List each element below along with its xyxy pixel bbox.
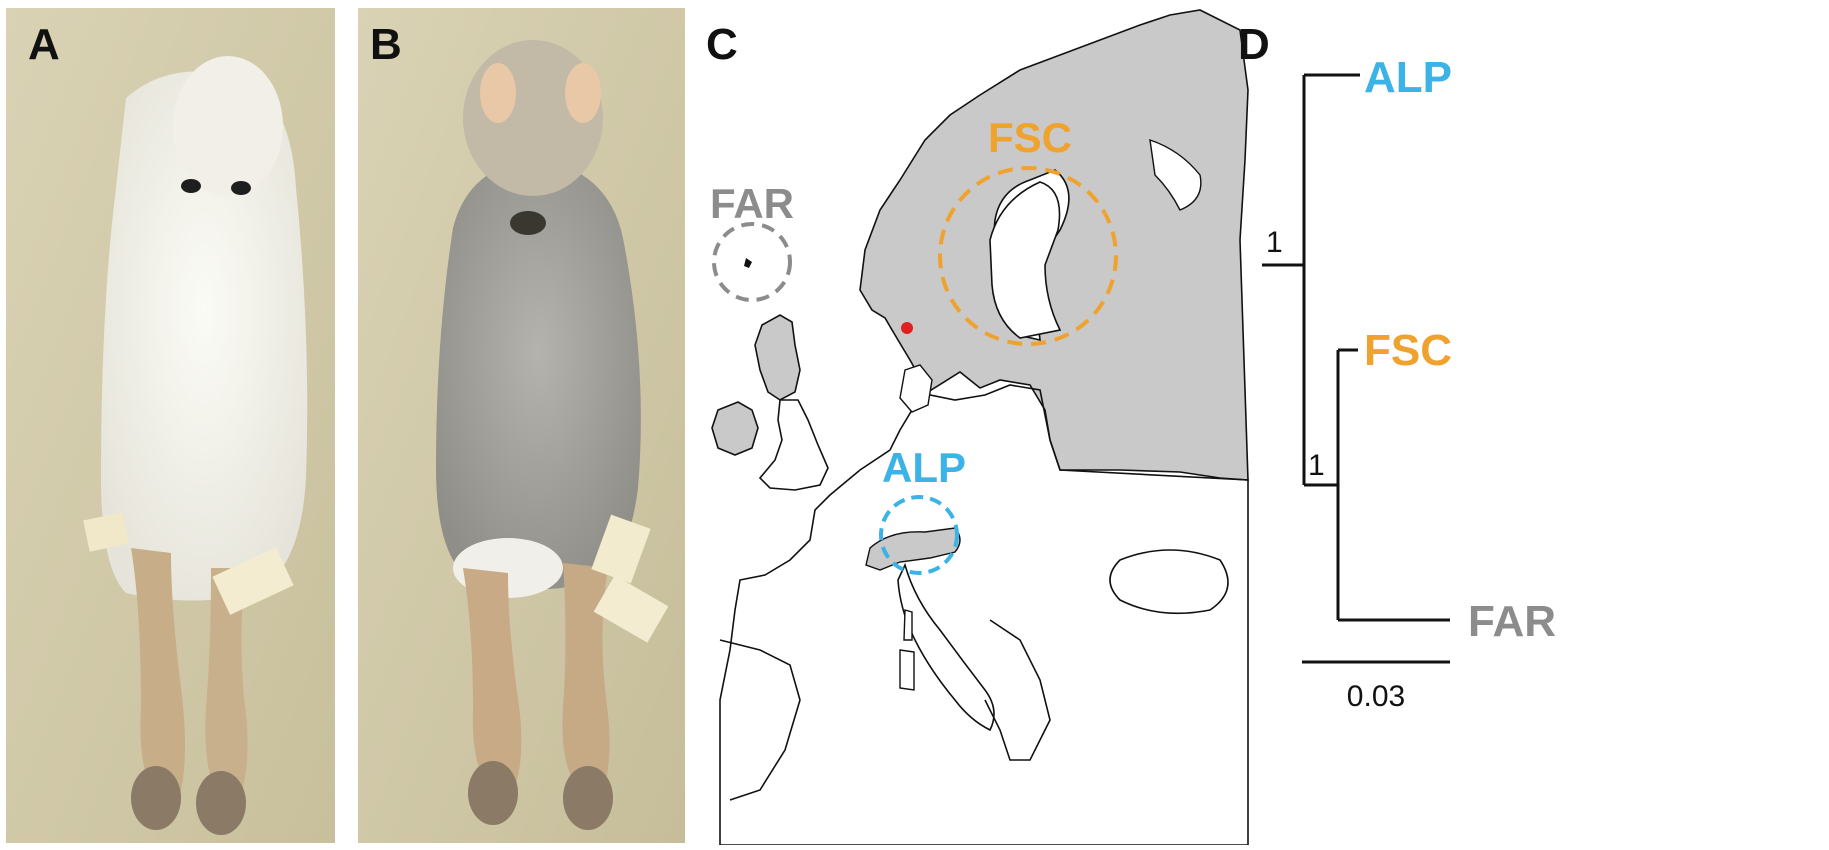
panel-letter-b: B bbox=[370, 20, 402, 69]
support-value-root: 1 bbox=[1266, 226, 1283, 259]
fsc-region-circle bbox=[938, 166, 1118, 346]
scotland-land bbox=[754, 314, 801, 401]
alp-region-circle bbox=[879, 495, 959, 575]
fsc-map-label: FSC bbox=[988, 114, 1072, 161]
far-region-circle bbox=[712, 222, 792, 302]
panel-a-photo bbox=[6, 8, 335, 843]
tree-label-fsc: FSC bbox=[1364, 326, 1452, 375]
sample-site-dot bbox=[901, 322, 913, 334]
grey-hare-specimen-image bbox=[358, 8, 685, 843]
tree-label-alp: ALP bbox=[1364, 53, 1452, 102]
phylogenetic-tree: ALP FSC FAR 1 1 0.03 bbox=[1258, 53, 1556, 713]
tree-label-far: FAR bbox=[1468, 597, 1556, 646]
panel-letter-c: C bbox=[706, 20, 738, 69]
support-value-inner: 1 bbox=[1308, 449, 1325, 482]
alp-map-label: ALP bbox=[882, 444, 966, 491]
panel-letter-d: D bbox=[1238, 20, 1270, 69]
panel-c-map: FAR FSC ALP bbox=[700, 0, 1260, 846]
far-map-label: FAR bbox=[710, 180, 794, 227]
europe-map: FAR FSC ALP bbox=[710, 9, 1249, 846]
ireland-land bbox=[711, 401, 759, 456]
scale-bar-label: 0.03 bbox=[1347, 680, 1405, 713]
panel-d-tree: ALP FSC FAR 1 1 0.03 bbox=[1258, 0, 1829, 845]
panel-letter-a: A bbox=[28, 20, 60, 69]
panel-b-photo bbox=[358, 8, 685, 843]
white-hare-specimen-image bbox=[6, 8, 335, 843]
